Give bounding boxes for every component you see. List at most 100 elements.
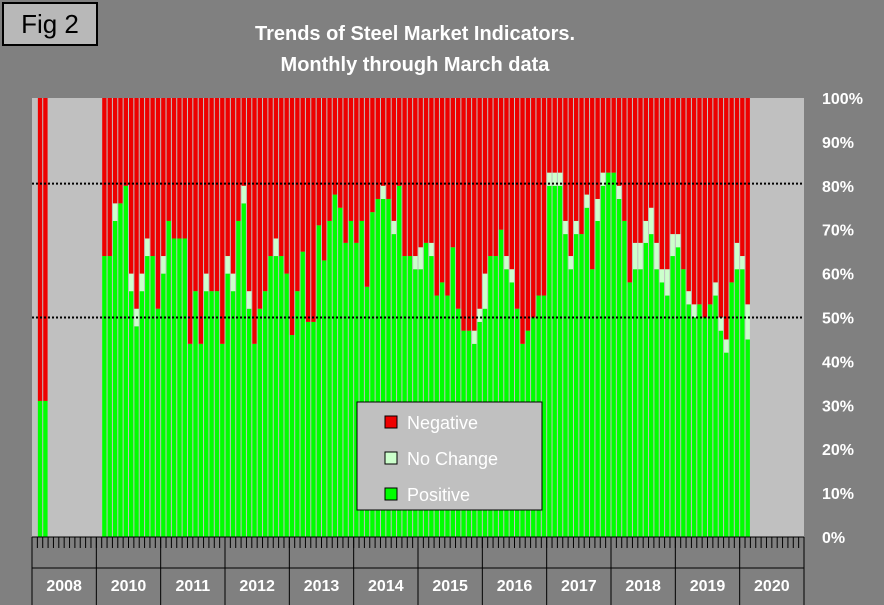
year-label: 2013 (304, 578, 340, 595)
bar-negative (118, 98, 123, 204)
bar-no-change (161, 256, 166, 274)
bar-negative (515, 98, 520, 309)
bar-positive (665, 295, 670, 537)
bar-positive (284, 273, 289, 537)
bar-positive (627, 282, 632, 537)
bar-negative (171, 98, 177, 239)
year-label: 2019 (690, 578, 726, 595)
bar-negative (450, 98, 456, 248)
bar-negative (407, 98, 413, 257)
bar-positive (622, 220, 627, 538)
bar-negative (734, 98, 740, 243)
bar-negative (193, 98, 198, 292)
bar-negative (654, 98, 659, 243)
bar-positive (327, 220, 332, 538)
bar-positive (102, 256, 107, 537)
bar-negative (423, 98, 429, 243)
bar-negative (547, 98, 552, 173)
y-tick-label: 80% (822, 179, 854, 196)
bar-positive (145, 256, 150, 537)
bar-positive (134, 326, 139, 537)
bar-positive (118, 203, 123, 538)
bar-negative (740, 98, 745, 257)
bar-no-change (675, 234, 681, 248)
bar-negative (606, 98, 611, 173)
bar-negative (649, 98, 654, 208)
bar-negative (702, 98, 707, 318)
bar-positive (129, 291, 134, 537)
year-label: 2014 (368, 578, 404, 595)
bar-positive (686, 304, 691, 537)
bar-negative (289, 98, 295, 336)
bar-positive (638, 269, 643, 537)
bar-negative (257, 98, 263, 309)
bar-positive (632, 269, 638, 537)
bar-no-change (718, 317, 724, 331)
legend-label: Negative (407, 413, 478, 433)
bar-negative (638, 98, 643, 243)
bar-no-change (568, 256, 573, 270)
bar-negative (584, 98, 590, 195)
bar-positive (740, 269, 745, 537)
bar-negative (697, 98, 702, 305)
bar-negative (359, 98, 364, 221)
bar-no-change (504, 256, 509, 270)
bar-positive (375, 198, 380, 537)
y-tick-label: 20% (822, 442, 854, 459)
bar-no-change (654, 242, 659, 270)
bar-negative (214, 98, 220, 292)
bar-negative (380, 98, 386, 186)
bar-no-change (595, 198, 600, 221)
bar-positive (230, 291, 236, 537)
bar-negative (552, 98, 557, 173)
bar-negative (284, 98, 289, 274)
bar-positive (584, 207, 590, 537)
bar-negative (177, 98, 182, 239)
bar-positive (547, 185, 552, 538)
legend-label: Positive (407, 485, 470, 505)
bar-positive (311, 321, 316, 537)
bar-positive (391, 234, 397, 537)
bar-no-change (472, 330, 477, 344)
bar-positive (659, 282, 665, 537)
bar-negative (273, 98, 279, 239)
bar-negative (418, 98, 423, 248)
bar-positive (241, 203, 246, 538)
bar-negative (622, 98, 627, 221)
legend-swatch (384, 451, 398, 465)
bar-no-change (686, 291, 691, 305)
bar-negative (729, 98, 734, 283)
bar-negative (461, 98, 466, 331)
bar-positive (161, 273, 166, 537)
bar-negative (182, 98, 187, 239)
bar-negative (413, 98, 418, 257)
bar-negative (209, 98, 214, 292)
bar-no-change (557, 172, 563, 186)
bar-positive (289, 335, 295, 537)
bar-positive (37, 400, 43, 537)
bar-negative (445, 98, 450, 296)
bar-negative (520, 98, 525, 344)
bar-negative (456, 98, 461, 309)
bar-negative (348, 98, 354, 221)
year-label: 2011 (175, 578, 210, 595)
bar-negative (600, 98, 606, 173)
bar-positive (177, 238, 182, 538)
bar-no-change (246, 291, 252, 309)
y-tick-label: 30% (822, 398, 854, 415)
bar-positive (675, 247, 681, 537)
bar-positive (214, 291, 220, 537)
figure-label: Fig 2 (2, 2, 98, 46)
bar-negative (708, 98, 713, 305)
bar-negative (632, 98, 638, 243)
bar-positive (611, 172, 616, 537)
bar-positive (590, 269, 595, 537)
bar-negative (123, 98, 128, 186)
y-tick-label: 40% (822, 354, 854, 371)
bar-negative (504, 98, 509, 257)
bar-negative (338, 98, 343, 208)
bar-negative (718, 98, 724, 318)
bar-positive (724, 352, 729, 537)
year-label: 2010 (111, 578, 147, 595)
bar-negative (665, 98, 670, 270)
